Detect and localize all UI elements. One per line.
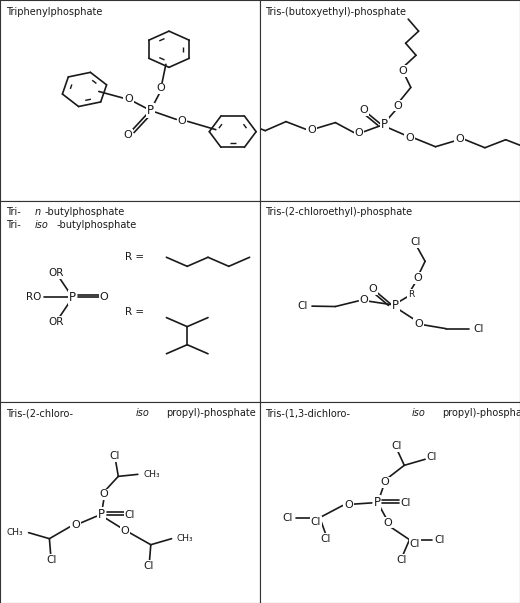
Text: Cl: Cl bbox=[125, 510, 135, 520]
Text: R: R bbox=[408, 290, 414, 299]
Text: O: O bbox=[100, 490, 108, 499]
Text: Tris-(2-chloroethyl)-phosphate: Tris-(2-chloroethyl)-phosphate bbox=[265, 207, 412, 218]
Text: O: O bbox=[178, 116, 186, 125]
Text: OR: OR bbox=[48, 268, 63, 279]
Text: Cl: Cl bbox=[410, 538, 420, 549]
Text: O: O bbox=[383, 517, 392, 528]
Text: O: O bbox=[368, 284, 376, 294]
Text: O: O bbox=[381, 478, 389, 487]
Text: Cl: Cl bbox=[473, 324, 484, 333]
Text: Cl: Cl bbox=[397, 555, 407, 565]
Text: O: O bbox=[455, 134, 464, 144]
Text: iso: iso bbox=[412, 408, 426, 418]
Text: O: O bbox=[394, 101, 402, 110]
Text: Tris-(2-chloro-: Tris-(2-chloro- bbox=[6, 408, 73, 418]
Text: O: O bbox=[355, 128, 363, 137]
Text: P: P bbox=[373, 496, 381, 509]
Text: P: P bbox=[98, 508, 105, 521]
Text: iso: iso bbox=[136, 408, 150, 418]
Text: P: P bbox=[69, 291, 76, 304]
Text: Cl: Cl bbox=[109, 451, 120, 461]
Text: O: O bbox=[405, 133, 414, 143]
Text: propyl)-phosphate: propyl)-phosphate bbox=[442, 408, 520, 418]
Text: Triphenylphosphate: Triphenylphosphate bbox=[6, 7, 103, 17]
Text: R =: R = bbox=[125, 252, 144, 262]
Text: Cl: Cl bbox=[434, 535, 445, 545]
Text: O: O bbox=[344, 499, 353, 510]
Text: R =: R = bbox=[125, 306, 144, 317]
Text: O: O bbox=[123, 130, 132, 140]
Text: O: O bbox=[360, 295, 368, 306]
Text: P: P bbox=[392, 299, 399, 312]
Text: P: P bbox=[381, 118, 388, 131]
Text: Cl: Cl bbox=[392, 441, 401, 451]
Text: -butylphosphate: -butylphosphate bbox=[57, 220, 137, 230]
Text: Cl: Cl bbox=[298, 301, 308, 311]
Text: Cl: Cl bbox=[400, 497, 411, 508]
Text: Cl: Cl bbox=[411, 237, 421, 247]
Text: Tri-: Tri- bbox=[6, 207, 21, 218]
Text: O: O bbox=[100, 292, 108, 303]
Text: O: O bbox=[121, 526, 129, 535]
Text: Tri-: Tri- bbox=[6, 220, 21, 230]
Text: CH₃: CH₃ bbox=[177, 534, 193, 543]
Text: Cl: Cl bbox=[144, 561, 154, 571]
Text: Tris-(1,3-dichloro-: Tris-(1,3-dichloro- bbox=[265, 408, 350, 418]
Text: n: n bbox=[35, 207, 41, 218]
Text: RO: RO bbox=[26, 292, 42, 303]
Text: O: O bbox=[414, 318, 423, 329]
Text: O: O bbox=[399, 66, 407, 76]
Text: O: O bbox=[359, 105, 368, 115]
Text: Cl: Cl bbox=[311, 517, 321, 526]
Text: Tris-(butoxyethyl)-phosphate: Tris-(butoxyethyl)-phosphate bbox=[265, 7, 406, 17]
Text: O: O bbox=[413, 273, 422, 283]
Text: O: O bbox=[124, 95, 133, 104]
Text: Cl: Cl bbox=[282, 513, 292, 523]
Text: iso: iso bbox=[35, 220, 49, 230]
Text: O: O bbox=[307, 125, 316, 134]
Text: P: P bbox=[147, 104, 154, 117]
Text: -butylphosphate: -butylphosphate bbox=[45, 207, 125, 218]
Text: CH₃: CH₃ bbox=[143, 470, 160, 479]
Text: CH₃: CH₃ bbox=[7, 528, 23, 537]
Text: Cl: Cl bbox=[426, 452, 437, 463]
Text: O: O bbox=[157, 83, 165, 93]
Text: O: O bbox=[71, 520, 80, 529]
Text: OR: OR bbox=[48, 317, 63, 327]
Text: Cl: Cl bbox=[46, 555, 57, 565]
Text: Cl: Cl bbox=[320, 534, 331, 544]
Text: propyl)-phosphate: propyl)-phosphate bbox=[166, 408, 256, 418]
